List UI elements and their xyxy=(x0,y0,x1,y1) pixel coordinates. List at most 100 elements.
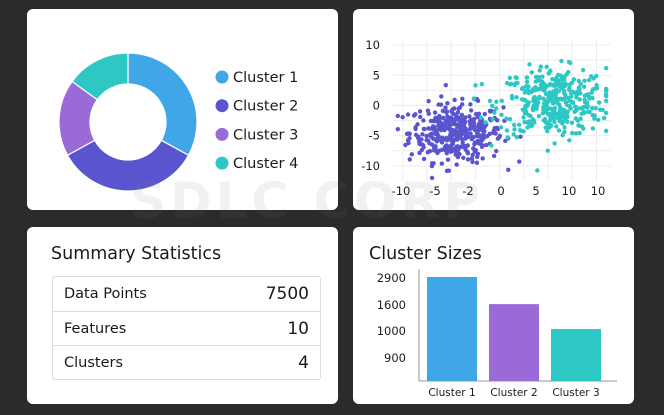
scatter-point-a xyxy=(457,115,462,120)
bar-chart: 2900 1600 1000 900 Cluster 1 Cluster 2 Cluster… xyxy=(377,269,617,399)
scatter-point-b xyxy=(528,113,533,119)
scatter-point-a xyxy=(433,148,438,153)
scatter-point-a xyxy=(451,146,457,151)
scatter-point-b xyxy=(535,168,540,173)
scatter-point-b xyxy=(542,88,547,93)
scatter-point-a xyxy=(454,133,460,138)
scatter-point-a xyxy=(469,156,475,161)
scatter-point-a xyxy=(458,120,464,125)
scatter-point-b xyxy=(570,130,575,136)
scatter-point-b xyxy=(578,91,583,96)
scatter-point-a xyxy=(463,136,468,141)
scatter-point-a xyxy=(416,139,422,144)
scatter-point-a xyxy=(426,98,431,104)
scatter-point-b xyxy=(595,117,601,123)
scatter-point-b xyxy=(544,120,549,126)
scatter-point-b xyxy=(554,111,560,116)
scatter-point-a xyxy=(479,127,485,133)
scatter-point-b xyxy=(473,83,478,88)
scatter-point-a xyxy=(431,145,437,150)
scatter-point-a xyxy=(432,110,438,115)
x-tick-label: 5 xyxy=(532,184,539,198)
scatter-point-a xyxy=(443,118,448,124)
scatter-point-a xyxy=(430,118,435,124)
scatter-point-a xyxy=(468,108,474,113)
scatter-point-b xyxy=(493,106,499,111)
scatter-point-b xyxy=(514,75,519,81)
scatter-point-b xyxy=(557,84,562,89)
scatter-point-a xyxy=(451,138,457,143)
legend-marker-1 xyxy=(215,70,229,84)
scatter-point-b xyxy=(555,72,561,78)
scatter-point-a xyxy=(434,136,440,142)
scatter-point-a xyxy=(413,112,418,117)
scatter-point-b xyxy=(521,115,526,120)
scatter-point-b xyxy=(530,107,536,113)
scatter-point-b xyxy=(522,110,528,116)
scatter-point-a xyxy=(433,115,438,120)
scatter-point-a xyxy=(469,136,474,142)
scatter-point-b xyxy=(537,94,542,100)
scatter-point-a xyxy=(494,148,499,154)
scatter-point-b xyxy=(532,94,537,100)
scatter-point-b xyxy=(603,128,609,134)
scatter-point-a xyxy=(457,151,462,157)
scatter-point-b xyxy=(504,128,510,133)
scatter-point-a xyxy=(455,123,460,128)
cluster-sizes-card: Cluster Sizes 2900 1600 1000 900 Cluster 1 Cl… xyxy=(353,227,634,404)
legend-label-1: Cluster 1 xyxy=(233,70,298,86)
scatter-point-b xyxy=(548,106,554,112)
stats-label: Features xyxy=(64,320,127,337)
scatter-point-a xyxy=(422,126,427,132)
donut-slice-2 xyxy=(66,139,190,192)
scatter-point-b xyxy=(492,110,497,115)
scatter-point-a xyxy=(475,154,480,159)
scatter-point-a xyxy=(501,105,506,110)
scatter-point-a xyxy=(482,111,488,117)
scatter-point-b xyxy=(527,62,532,67)
scatter-point-a xyxy=(474,160,480,165)
scatter-point-b xyxy=(572,109,577,114)
scatter-point-b xyxy=(554,124,559,129)
scatter-point-b xyxy=(551,116,557,121)
scatter-point-a xyxy=(518,134,523,139)
scatter-point-b xyxy=(529,70,535,75)
scatter-point-b xyxy=(586,77,592,83)
scatter-point-a xyxy=(439,161,445,166)
scatter-point-a xyxy=(478,134,484,139)
stats-value: 4 xyxy=(298,352,309,373)
scatter-point-b xyxy=(580,106,585,111)
scatter-point-a xyxy=(468,102,473,107)
scatter-point-b xyxy=(543,108,549,114)
scatter-point-a xyxy=(465,157,471,162)
scatter-point-b xyxy=(498,125,504,130)
scatter-point-b xyxy=(509,93,515,99)
scatter-point-a xyxy=(444,151,450,156)
stats-row-data-points: Data Points 7500 xyxy=(53,277,320,311)
scatter-point-a xyxy=(506,167,511,172)
legend-marker-2 xyxy=(215,99,229,113)
scatter-point-a xyxy=(427,148,433,154)
scatter-point-b xyxy=(489,143,494,148)
scatter-point-a xyxy=(407,136,412,141)
scatter-point-a xyxy=(436,126,442,132)
scatter-point-a xyxy=(404,131,410,137)
scatter-point-a xyxy=(421,156,427,162)
donut-chart: Cluster 1 Cluster 2 Cluster 3 Cluster 4 xyxy=(58,52,298,192)
scatter-point-b xyxy=(578,81,583,87)
scatter-point-a xyxy=(417,109,423,114)
scatter-point-b xyxy=(562,77,567,83)
scatter-point-b xyxy=(540,74,545,79)
legend-label-3: Cluster 3 xyxy=(233,127,298,143)
scatter-point-a xyxy=(395,126,401,132)
scatter-point-a xyxy=(496,135,502,140)
scatter-point-a xyxy=(480,156,485,161)
scatter-point-a xyxy=(476,111,482,117)
scatter-point-b xyxy=(577,86,582,91)
donut-slice-4 xyxy=(71,52,129,101)
scatter-point-a xyxy=(433,131,438,137)
scatter-point-b xyxy=(525,101,531,106)
scatter-point-b xyxy=(590,87,596,92)
scatter-point-a xyxy=(444,138,450,143)
scatter-point-a xyxy=(450,107,456,112)
